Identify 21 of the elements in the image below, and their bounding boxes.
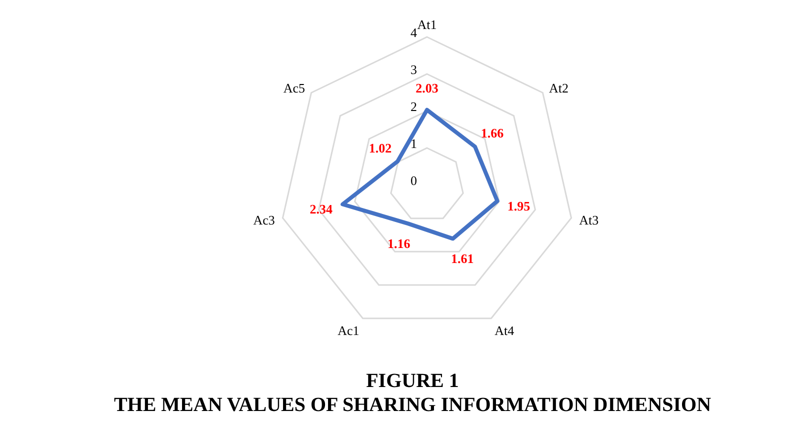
text: FIGURE 1 bbox=[365, 369, 460, 393]
data-label: 1.61 bbox=[451, 250, 474, 266]
y-tick-label: 1 bbox=[410, 136, 417, 151]
y-tick-label: 4 bbox=[410, 25, 418, 40]
spoke-label: Ac5 bbox=[283, 80, 306, 96]
y-tick-label: 2 bbox=[410, 99, 417, 114]
data-label: 2.03 bbox=[416, 80, 439, 96]
text: THE MEAN VALUES OF SHARING INFORMATION DIMENSION bbox=[112, 393, 712, 417]
data-label: 1.02 bbox=[368, 140, 392, 156]
data-label: 2.34 bbox=[310, 202, 334, 217]
spoke-label: At2 bbox=[548, 80, 568, 96]
data-label: 1.16 bbox=[387, 236, 411, 251]
y-tick-label: 3 bbox=[410, 62, 417, 77]
spoke-label: Ac3 bbox=[253, 212, 275, 228]
y-tick-label: 0 bbox=[410, 173, 417, 188]
data-label: 1.95 bbox=[507, 198, 531, 214]
spoke-label: At1 bbox=[417, 17, 437, 32]
data-label: 1.66 bbox=[480, 125, 504, 140]
spoke-label: At3 bbox=[579, 212, 599, 228]
spoke-label: Ac1 bbox=[338, 322, 360, 338]
spoke-label: At4 bbox=[494, 322, 515, 338]
